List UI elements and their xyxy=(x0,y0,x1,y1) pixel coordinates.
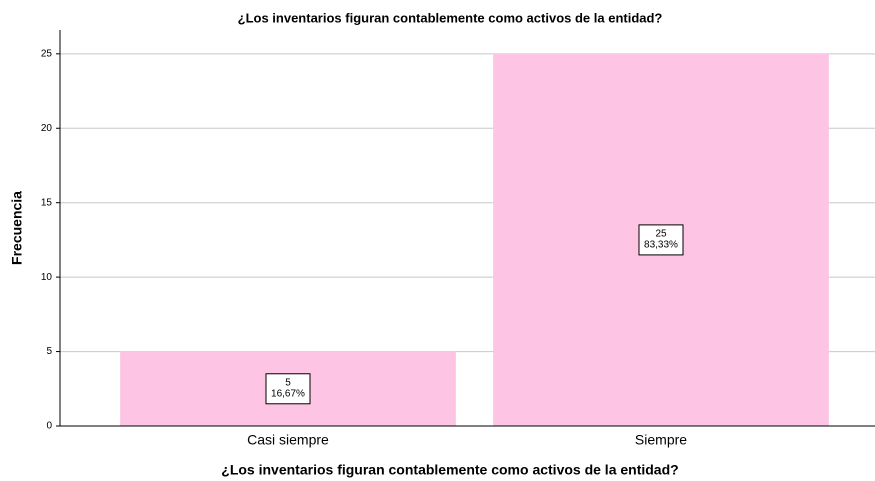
y-tick-label: 0 xyxy=(46,421,52,432)
y-tick-label: 25 xyxy=(41,48,53,59)
y-axis-label: Frecuencia xyxy=(9,191,25,265)
data-label-box xyxy=(638,224,684,256)
x-tick-label: Siempre xyxy=(635,432,687,448)
x-tick-label: Casi siempre xyxy=(247,432,329,448)
y-tick-label: 20 xyxy=(41,123,53,134)
data-label: 25 xyxy=(655,229,667,240)
chart-title: ¿Los inventarios figuran contablemente c… xyxy=(238,10,663,25)
data-label-box xyxy=(265,373,311,405)
x-axis-label: ¿Los inventarios figuran contablemente c… xyxy=(221,462,678,478)
y-tick-label: 15 xyxy=(41,197,53,208)
data-label: 5 xyxy=(285,377,291,388)
y-tick-label: 5 xyxy=(46,346,52,357)
percentage-label: 83,33% xyxy=(644,240,678,251)
percentage-label: 16,67% xyxy=(271,388,305,399)
y-tick-label: 10 xyxy=(41,272,53,283)
